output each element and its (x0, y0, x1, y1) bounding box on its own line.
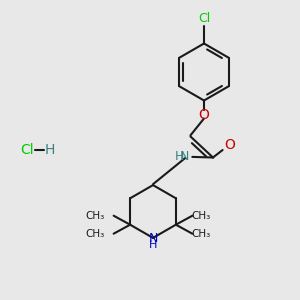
Text: O: O (224, 138, 235, 152)
Text: H: H (149, 239, 157, 250)
Text: H: H (44, 143, 55, 157)
Text: H: H (175, 150, 184, 163)
Text: N: N (179, 150, 189, 164)
Text: Cl: Cl (20, 143, 34, 157)
Text: Cl: Cl (198, 12, 210, 26)
Text: O: O (199, 108, 209, 122)
Text: CH₃: CH₃ (192, 229, 211, 239)
Text: CH₃: CH₃ (192, 211, 211, 221)
Text: CH₃: CH₃ (85, 211, 105, 221)
Text: N: N (148, 232, 158, 245)
Text: CH₃: CH₃ (85, 229, 105, 239)
